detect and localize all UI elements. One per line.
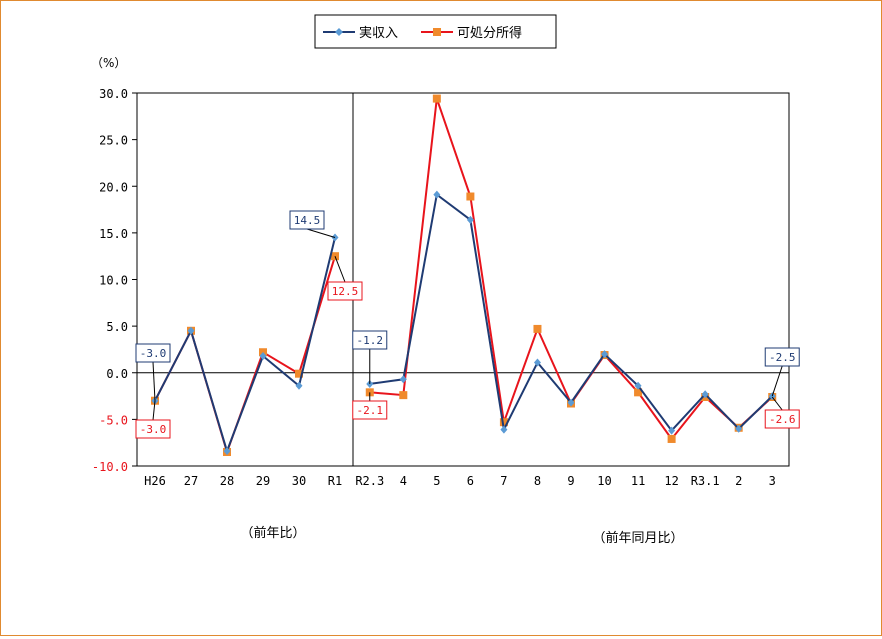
annotation-label: -1.2 — [357, 334, 384, 347]
x-tick-label: 4 — [400, 474, 407, 488]
annotation-label: -2.5 — [769, 351, 796, 364]
y-tick-label: -5.0 — [99, 413, 128, 427]
annotation-label: -2.1 — [357, 404, 384, 417]
series-layer — [151, 94, 777, 457]
y-tick-label: -10.0 — [92, 460, 128, 474]
x-tick-label: 30 — [292, 474, 306, 488]
x-tick-label: R2.3 — [355, 474, 384, 488]
actual-income-point — [223, 447, 231, 456]
annotation-box — [289, 210, 325, 230]
x-tick-label: 11 — [631, 474, 645, 488]
disposable-income-point — [432, 94, 441, 103]
disposable-income-point — [399, 391, 408, 400]
x-tick-label: H26 — [144, 474, 166, 488]
annotation-label: -2.6 — [769, 413, 796, 426]
disposable-income-point — [667, 434, 676, 443]
plot-border — [136, 92, 790, 467]
actual-income-point — [634, 381, 642, 390]
annotation-label: -3.0 — [140, 347, 167, 360]
actual-income-point — [466, 215, 474, 224]
x-tick-label: R3.1 — [691, 474, 720, 488]
annotation-box — [352, 330, 388, 350]
legend-label: 可処分所得 — [457, 25, 522, 41]
annotation-box — [327, 281, 363, 301]
annotation-box — [135, 343, 171, 363]
annotation-box — [352, 400, 388, 420]
actual-income-point — [399, 375, 407, 384]
annotation-leader — [771, 365, 783, 397]
x-tick-label: 6 — [467, 474, 474, 488]
disposable-income-point — [533, 324, 542, 333]
y-tick-label: 25.0 — [99, 134, 128, 148]
x-tick-label: 28 — [220, 474, 234, 488]
actual-income-point — [735, 424, 743, 433]
panel-footer: （前年同月比） — [592, 530, 683, 546]
annotation-label: -3.0 — [140, 423, 167, 436]
annotation-leader — [152, 361, 156, 401]
y-tick-label: 10.0 — [99, 274, 128, 288]
actual-income-point — [433, 190, 441, 199]
legend-marker-diamond — [335, 28, 343, 36]
actual-income-point — [668, 426, 676, 435]
legend-label: 実収入 — [359, 25, 398, 41]
x-tick-label: 10 — [597, 474, 611, 488]
panel-footers: （前年比） （前年同月比） — [240, 525, 683, 546]
annotation-box — [764, 347, 800, 367]
annotation-layer: -3.0 -3.0 14.5 12.5 -1.2 -2.1 -2.5 -2.6 — [135, 210, 800, 439]
x-axis: H26 27 28 29 30 R1 R2.3 4 5 6 7 8 9 10 11 12 R3.1 2 3 — [144, 474, 776, 488]
annotation-leader — [152, 400, 156, 421]
y-axis: （%） 30.0 25.0 20.0 15.0 10.0 5.0 0.0 -5.0 -10.0 — [91, 56, 137, 474]
x-tick-label: 7 — [500, 474, 507, 488]
y-tick-label: 5.0 — [106, 320, 128, 334]
x-tick-label: 2 — [735, 474, 742, 488]
actual-income-line-panel-1 — [369, 192, 773, 433]
disposable-income-point — [499, 418, 508, 427]
disposable-income-line-panel-1 — [369, 98, 773, 441]
annotation-box — [764, 409, 800, 429]
y-tick-label: 15.0 — [99, 227, 128, 241]
y-tick-label: 20.0 — [99, 180, 128, 194]
x-tick-label: 3 — [769, 474, 776, 488]
actual-income-point — [701, 390, 709, 399]
y-axis-unit: （%） — [91, 56, 126, 70]
x-tick-label: 5 — [433, 474, 440, 488]
actual-income-point — [567, 398, 575, 407]
x-tick-label: 12 — [664, 474, 678, 488]
annotation-label: 12.5 — [332, 285, 359, 298]
panel-footer: （前年比） — [240, 525, 305, 541]
legend: 実収入 可処分所得 — [314, 14, 557, 49]
actual-income-point — [259, 351, 267, 360]
x-tick-label: 8 — [534, 474, 541, 488]
x-tick-label: R1 — [328, 474, 342, 488]
actual-income-point — [187, 326, 195, 335]
actual-income-point — [601, 350, 609, 359]
disposable-income-line-panel-0 — [154, 255, 336, 456]
x-tick-label: 9 — [567, 474, 574, 488]
y-tick-label: 0.0 — [106, 367, 128, 381]
y-tick-label: 30.0 — [99, 87, 128, 101]
annotation-box — [135, 419, 171, 439]
disposable-income-point — [295, 369, 303, 378]
annotation-leader — [306, 228, 336, 239]
annotation-leader — [771, 396, 783, 411]
annotation-label: 14.5 — [294, 214, 321, 227]
actual-income-point — [533, 358, 541, 367]
disposable-income-point — [634, 388, 643, 397]
legend-marker-square — [433, 28, 441, 36]
x-tick-label: 27 — [184, 474, 198, 488]
annotation-leader — [334, 256, 346, 283]
disposable-income-point — [466, 192, 475, 201]
actual-income-point — [295, 381, 303, 390]
actual-income-point — [500, 425, 508, 434]
x-tick-label: 29 — [256, 474, 270, 488]
actual-income-line-panel-0 — [154, 237, 336, 455]
